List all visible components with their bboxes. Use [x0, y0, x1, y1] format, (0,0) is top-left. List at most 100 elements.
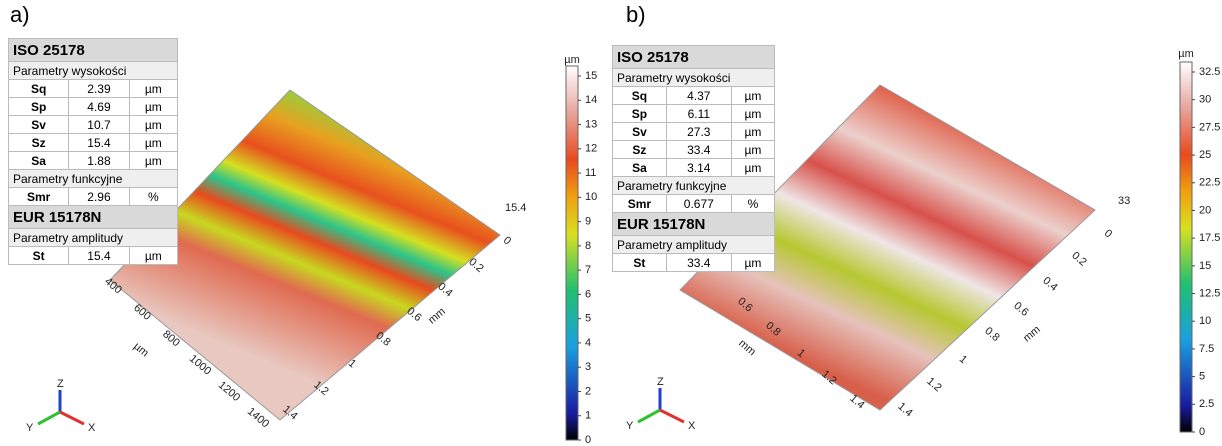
value: 0.677: [665, 194, 732, 213]
unit: µm: [128, 97, 179, 116]
axis-tick-label: 0.8: [982, 325, 1001, 344]
colorbar: [1179, 61, 1193, 433]
table-row: EUR 15178N: [612, 212, 775, 236]
colorbar-tick-label: 3: [585, 361, 591, 373]
value: 27.3: [665, 122, 732, 141]
value: 3.14: [665, 158, 732, 177]
parameter: Sp: [612, 104, 667, 123]
colorbar-tick-label: 7.5: [1199, 343, 1214, 355]
group-name: Parametry wysokości: [612, 68, 775, 87]
table-row: Sq 2.39 µm: [7, 79, 179, 98]
axis-unit: mm: [426, 306, 448, 327]
axis-tick-label: 1.4: [895, 400, 914, 419]
axis-letter: Y: [626, 420, 634, 432]
colorbar-tick-label: 15: [1199, 260, 1211, 272]
colorbar-tick-label: 12.5: [1199, 287, 1220, 299]
axis-arrow: [37, 410, 61, 426]
unit: µm: [730, 122, 776, 141]
table-row: ISO 25178: [8, 38, 178, 62]
parameter: Sq: [7, 79, 70, 98]
colorbar-tick-label: 9: [585, 216, 591, 228]
table-row: Sz 33.4 µm: [612, 140, 776, 159]
unit: µm: [730, 158, 776, 177]
colorbar-tick-label: 0: [1199, 426, 1205, 438]
axis-arrow: [59, 410, 85, 426]
colorbar-tick-label: 32.5: [1199, 66, 1220, 78]
axis-letter: Z: [657, 376, 664, 388]
unit: µm: [128, 151, 179, 170]
table-row: ISO 25178: [612, 45, 775, 69]
group-name: Parametry wysokości: [8, 61, 178, 80]
group-name: Parametry amplitudy: [612, 235, 775, 254]
value: 6.11: [665, 104, 732, 123]
table-row: EUR 15178N: [8, 205, 178, 229]
colorbar-tick-label: 5: [585, 313, 591, 325]
value: 33.4: [665, 253, 732, 272]
value: 4.69: [68, 97, 130, 116]
colorbar-unit: µm: [1178, 48, 1194, 60]
colorbar-tick-label: 11: [585, 167, 596, 179]
parameter: Sq: [612, 86, 667, 105]
axis-arrow: [637, 408, 661, 424]
unit: µm: [730, 140, 776, 159]
axis-letter: Y: [26, 422, 34, 434]
colorbar-tick-label: 27.5: [1199, 121, 1220, 133]
axis-tick-label: 0.6: [1011, 300, 1030, 319]
axis-tick-label: 0: [1102, 227, 1114, 240]
panel-label: b): [626, 2, 646, 27]
parameter: Sa: [612, 158, 667, 177]
colorbar-tick-label: 20: [1199, 204, 1211, 216]
value: 2.96: [68, 187, 130, 206]
table-row: Parametry wysokości: [612, 68, 775, 87]
group-name: Parametry funkcyjne: [8, 169, 178, 188]
group-name: Parametry amplitudy: [8, 228, 178, 247]
unit: %: [730, 194, 776, 213]
value: 4.37: [665, 86, 732, 105]
parameter: Sa: [7, 151, 70, 170]
parameter-table: ISO 25178 Parametry wysokości Sq 4.37 µm Sp 6.…: [612, 45, 776, 272]
table-row: Sq 4.37 µm: [612, 86, 776, 105]
table-row: Sv 27.3 µm: [612, 122, 776, 141]
parameter: Smr: [612, 194, 667, 213]
colorbar-tick-label: 10: [585, 191, 597, 203]
unit: µm: [128, 133, 179, 152]
parameter: Sv: [7, 115, 70, 134]
unit: µm: [128, 246, 179, 265]
table-row: Smr 2.96%: [7, 187, 179, 206]
colorbar-tick-label: 8: [585, 240, 591, 252]
max-height-label: 15.4: [505, 202, 526, 214]
table-row: St 15.4 µm: [7, 246, 179, 265]
axis-letter: X: [688, 420, 696, 432]
table-row: Sz 15.4 µm: [7, 133, 179, 152]
colorbar-tick-label: 0: [585, 434, 591, 446]
colorbar-tick-label: 22.5: [1199, 177, 1220, 189]
parameter: Sz: [7, 133, 70, 152]
table-row: Parametry amplitudy: [8, 228, 178, 247]
colorbar-tick-label: 2.5: [1199, 398, 1214, 410]
colorbar: [565, 65, 579, 441]
table-row: Sa 1.88 µm: [7, 151, 179, 170]
axis-tick-label: 0.4: [1040, 275, 1059, 294]
colorbar-tick-label: 25: [1199, 149, 1211, 161]
unit: µm: [128, 79, 179, 98]
colorbar-tick-label: 15: [585, 70, 597, 82]
standard-name: ISO 25178: [612, 45, 775, 69]
table-row: Parametry wysokości: [8, 61, 178, 80]
value: 33.4: [665, 140, 732, 159]
parameter: St: [612, 253, 667, 272]
axis-tick-label: 0.2: [1069, 250, 1088, 269]
value: 1.88: [68, 151, 130, 170]
colorbar-tick-label: 1: [585, 410, 591, 422]
max-height-label: 33: [1118, 195, 1130, 207]
axis-unit: mm: [736, 337, 758, 358]
axis-unit: µm: [131, 340, 151, 359]
colorbar-tick-label: 10: [1199, 315, 1211, 327]
colorbar-unit: µm: [564, 54, 580, 66]
standard-name: EUR 15178N: [8, 205, 178, 229]
axis-tick-label: 0: [501, 234, 513, 247]
colorbar-tick-label: 14: [585, 94, 597, 106]
unit: µm: [730, 253, 776, 272]
parameter: Sp: [7, 97, 70, 116]
colorbar-tick-label: 4: [585, 337, 591, 349]
